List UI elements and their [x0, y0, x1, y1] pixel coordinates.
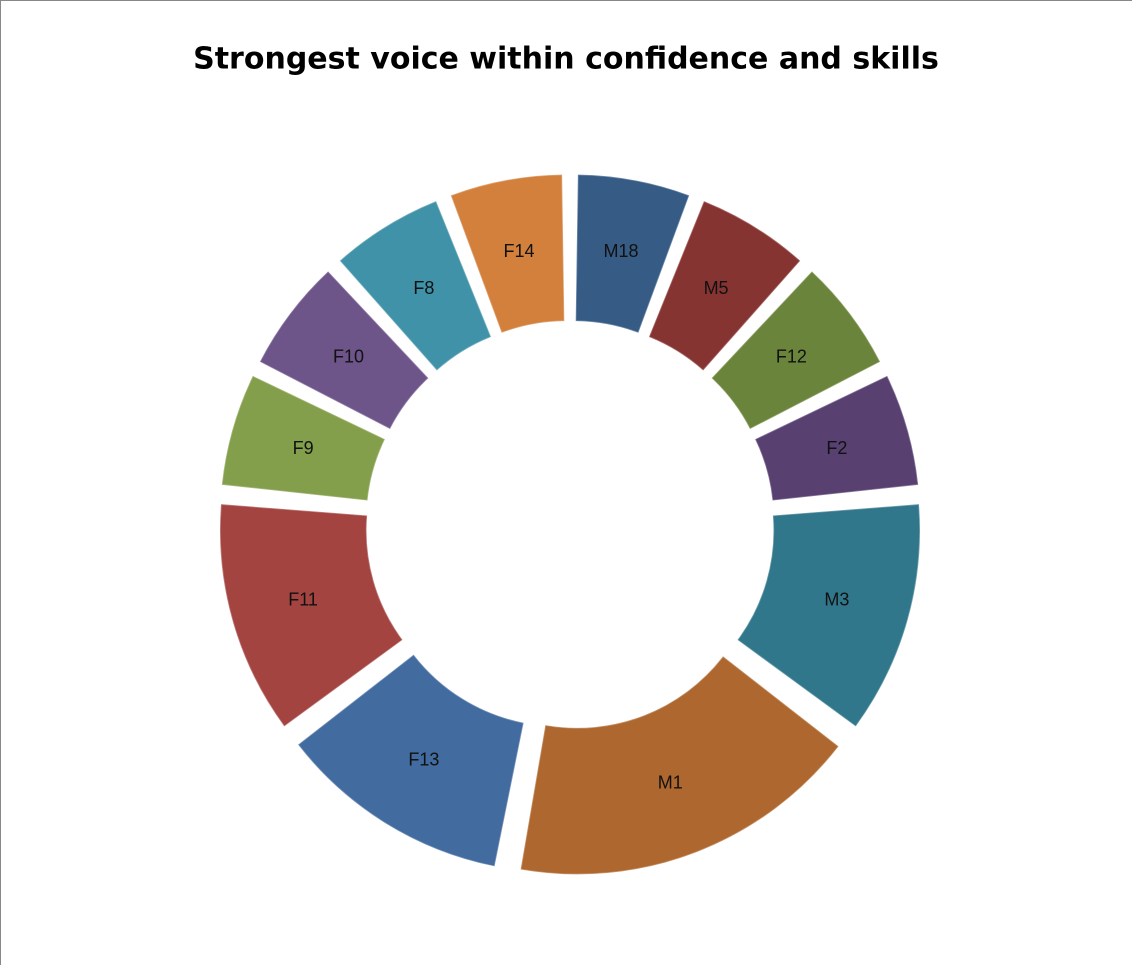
- slice-label: M3: [824, 590, 849, 610]
- slice-label: M1: [658, 773, 683, 793]
- doughnut-slice: [220, 504, 403, 727]
- doughnut-slice: [648, 201, 801, 371]
- doughnut-slice: [711, 271, 881, 430]
- slice-label: F2: [826, 438, 847, 458]
- doughnut-slice: [259, 271, 429, 430]
- doughnut-slice: [575, 174, 690, 333]
- chart-title: Strongest voice within confidence and sk…: [193, 42, 939, 77]
- slice-label: F8: [413, 278, 434, 298]
- doughnut-slice: [755, 375, 919, 501]
- slice-label: F11: [288, 590, 318, 610]
- slice-label: M18: [603, 241, 638, 261]
- doughnut-slice: [339, 201, 492, 371]
- slice-label: F10: [333, 347, 364, 367]
- slice-label: M5: [704, 278, 729, 298]
- slice-label: F12: [776, 347, 807, 367]
- doughnut-slice: [737, 504, 920, 727]
- slice-label: F9: [293, 438, 314, 458]
- slice-label: F13: [408, 750, 439, 770]
- slice-label: F14: [503, 241, 534, 261]
- doughnut-slice: [520, 656, 839, 875]
- doughnut-slice: [298, 654, 524, 867]
- doughnut-slice: [450, 174, 565, 333]
- doughnut-slice: [221, 375, 385, 501]
